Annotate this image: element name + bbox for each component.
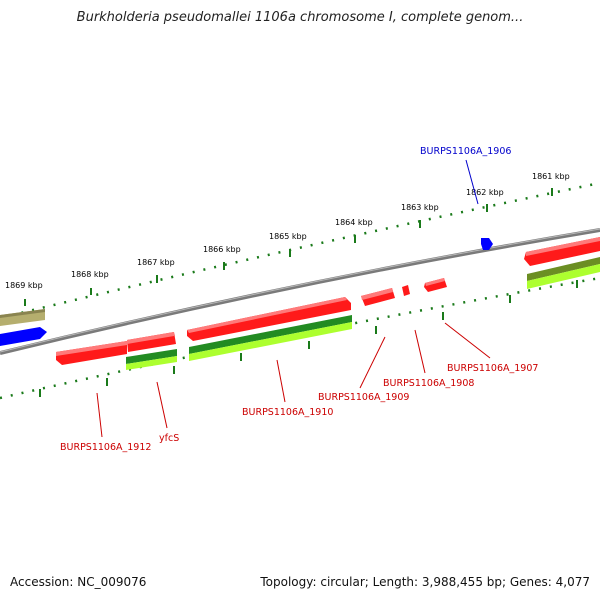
gene-label-1907[interactable]: BURPS1106A_1907 — [447, 363, 538, 374]
outer-tick-ruler — [0, 181, 600, 320]
kbp-label-1864: 1864 kbp — [335, 218, 373, 227]
inner-major-ticks — [39, 280, 578, 397]
gene-label-1906[interactable]: BURPS1106A_1906 — [420, 146, 511, 157]
map-title: Burkholderia pseudomallei 1106a chromoso… — [76, 10, 524, 25]
khaki-feature-shade — [0, 309, 45, 318]
gene-label-yfcs[interactable]: yfcS — [159, 433, 179, 444]
kbp-label-1862: 1862 kbp — [466, 188, 504, 197]
blue-gene-left[interactable] — [0, 327, 47, 346]
kbp-label-1868: 1868 kbp — [71, 270, 109, 279]
gene-label-1912[interactable]: BURPS1106A_1912 — [60, 442, 151, 453]
kbp-label-1867: 1867 kbp — [137, 258, 175, 267]
chromosome-backbone — [0, 228, 600, 355]
gene-1906[interactable] — [481, 238, 493, 250]
forward-genes[interactable] — [56, 237, 600, 365]
gene-1908 — [402, 285, 410, 296]
kbp-label-1863: 1863 kbp — [401, 203, 439, 212]
kbp-label-1861: 1861 kbp — [532, 172, 570, 181]
topology-summary: Topology: circular; Length: 3,988,455 bp… — [260, 575, 590, 589]
label-connectors — [96, 159, 491, 438]
kbp-label-1866: 1866 kbp — [203, 245, 241, 254]
accession-text: Accession: NC_009076 — [10, 575, 147, 589]
kbp-label-1865: 1865 kbp — [269, 232, 307, 241]
green-features[interactable] — [126, 257, 600, 370]
kbp-label-1869: 1869 kbp — [5, 281, 43, 290]
gene-1910 — [187, 297, 351, 341]
gene-label-1909[interactable]: BURPS1106A_1909 — [318, 392, 409, 403]
gene-label-1910[interactable]: BURPS1106A_1910 — [242, 407, 333, 418]
chromosome-backbone-highlight — [0, 228, 600, 353]
gene-label-1908[interactable]: BURPS1106A_1908 — [383, 378, 474, 389]
outer-major-ticks — [24, 188, 553, 306]
